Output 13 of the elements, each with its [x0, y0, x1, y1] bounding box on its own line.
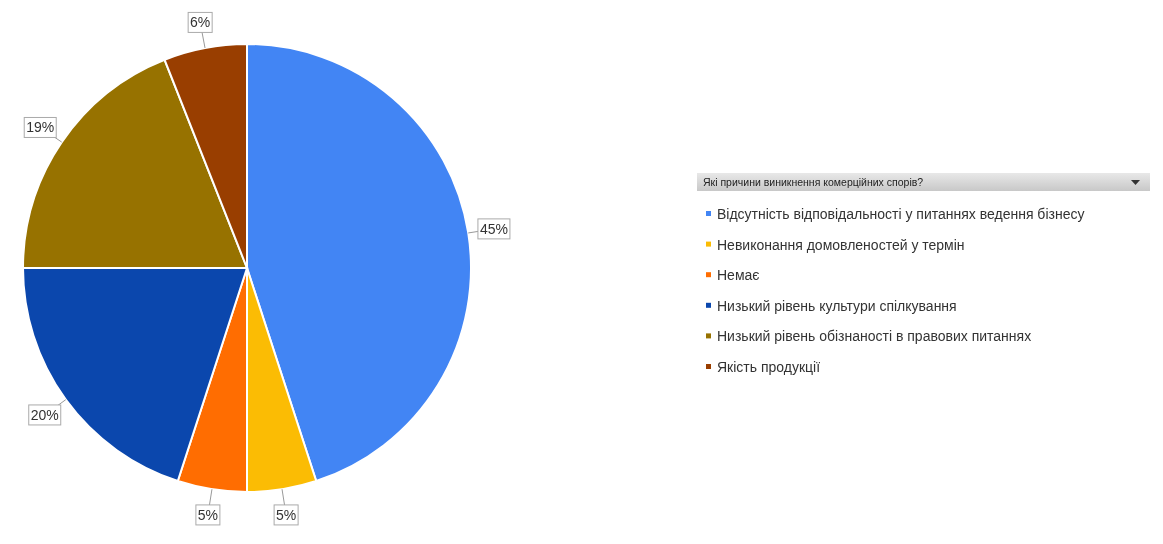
legend-label: Якість продукції — [717, 359, 821, 375]
data-label: 6% — [190, 14, 211, 31]
legend-label: Невиконання домовленостей у термін — [717, 236, 965, 253]
data-label: 5% — [275, 506, 297, 523]
legend-label: Низький рівень обізнаності в правових питаннях — [717, 328, 1032, 345]
legend-label: Низький рівень культури спілкування — [717, 297, 957, 314]
legend-label: Немає — [717, 267, 760, 284]
data-label: 45% — [479, 220, 508, 237]
data-label: 20% — [30, 406, 59, 423]
data-label: 5% — [197, 506, 219, 523]
data-label: 19% — [26, 119, 55, 136]
legend-title: Які причини виникнення комерційних спорів? — [703, 176, 924, 188]
legend-label: Відсутність відповідальності у питаннях ведення бізнесу — [717, 206, 1085, 222]
